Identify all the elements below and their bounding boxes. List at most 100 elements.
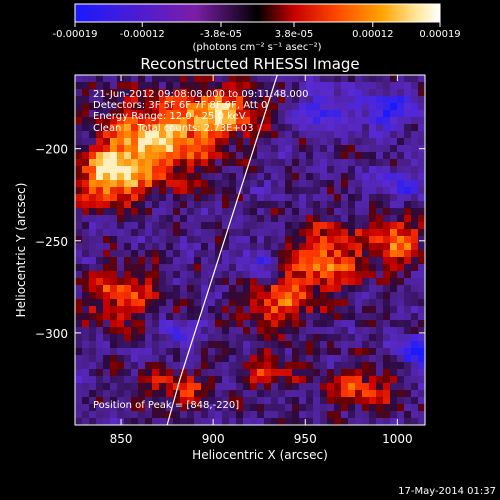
- heatmap-cell: [383, 404, 391, 412]
- heatmap-cell: [152, 75, 160, 83]
- heatmap-cell: [138, 117, 146, 125]
- heatmap-cell: [131, 334, 139, 342]
- heatmap-cell: [215, 271, 223, 279]
- heatmap-cell: [166, 117, 174, 125]
- heatmap-cell: [110, 117, 118, 125]
- heatmap-cell: [418, 159, 425, 167]
- heatmap-cell: [180, 390, 188, 398]
- heatmap-cell: [222, 278, 230, 286]
- heatmap-cell: [159, 229, 167, 237]
- heatmap-cell: [383, 187, 391, 195]
- heatmap-cell: [187, 264, 195, 272]
- heatmap-cell: [215, 348, 223, 356]
- heatmap-cell: [180, 187, 188, 195]
- heatmap-cell: [313, 194, 321, 202]
- heatmap-cell: [236, 334, 244, 342]
- heatmap-cell: [418, 229, 425, 237]
- heatmap-cell: [145, 229, 153, 237]
- heatmap-cell: [187, 404, 195, 412]
- heatmap-cell: [222, 201, 230, 209]
- heatmap-cell: [278, 145, 286, 153]
- heatmap-cell: [369, 390, 377, 398]
- heatmap-cell: [82, 131, 90, 139]
- heatmap-cell: [250, 131, 258, 139]
- heatmap-cell: [229, 236, 237, 244]
- heatmap-cell: [320, 390, 328, 398]
- heatmap-cell: [278, 229, 286, 237]
- heatmap-cell: [194, 348, 202, 356]
- heatmap-cell: [187, 334, 195, 342]
- heatmap-cell: [278, 292, 286, 300]
- heatmap-cell: [89, 187, 97, 195]
- heatmap-cell: [201, 278, 209, 286]
- heatmap-cell: [222, 103, 230, 111]
- heatmap-cell: [250, 201, 258, 209]
- heatmap-cell: [383, 110, 391, 118]
- heatmap-cell: [355, 201, 363, 209]
- heatmap-cell: [180, 138, 188, 146]
- heatmap-cell: [215, 383, 223, 391]
- heatmap-cell: [103, 215, 111, 223]
- heatmap-cell: [348, 390, 356, 398]
- heatmap-cell: [166, 327, 174, 335]
- heatmap-cell: [208, 166, 216, 174]
- heatmap-cell: [159, 215, 167, 223]
- heatmap-cell: [208, 355, 216, 363]
- heatmap-cell: [187, 173, 195, 181]
- heatmap-cell: [117, 271, 125, 279]
- heatmap-cell: [180, 194, 188, 202]
- heatmap-cell: [418, 138, 425, 146]
- heatmap-cell: [117, 334, 125, 342]
- heatmap-cell: [327, 152, 335, 160]
- heatmap-cell: [173, 278, 181, 286]
- heatmap-cell: [131, 215, 139, 223]
- heatmap-cell: [271, 152, 279, 160]
- heatmap-cell: [348, 278, 356, 286]
- heatmap-cell: [103, 89, 111, 97]
- heatmap-cell: [285, 75, 293, 83]
- heatmap-cell: [285, 327, 293, 335]
- heatmap-cell: [271, 278, 279, 286]
- heatmap-cell: [75, 222, 83, 230]
- heatmap-cell: [229, 180, 237, 188]
- colorbar-tick-label: -3.8e-05: [200, 29, 242, 40]
- heatmap-cell: [341, 173, 349, 181]
- heatmap-cell: [285, 208, 293, 216]
- heatmap-cell: [131, 173, 139, 181]
- heatmap-cell: [362, 159, 370, 167]
- heatmap-cell: [110, 306, 118, 314]
- heatmap-cell: [306, 299, 314, 307]
- heatmap-cell: [159, 173, 167, 181]
- heatmap-cell: [166, 383, 174, 391]
- heatmap-cell: [166, 229, 174, 237]
- heatmap-cell: [264, 250, 272, 258]
- heatmap-cell: [159, 222, 167, 230]
- heatmap-cell: [138, 194, 146, 202]
- heatmap-cell: [397, 138, 405, 146]
- heatmap-cell: [397, 152, 405, 160]
- heatmap-cell: [215, 320, 223, 328]
- heatmap-cell: [194, 145, 202, 153]
- heatmap-cell: [166, 222, 174, 230]
- heatmap-cell: [96, 75, 104, 83]
- heatmap-cell: [173, 180, 181, 188]
- heatmap-cell: [243, 348, 251, 356]
- heatmap-cell: [89, 194, 97, 202]
- heatmap-cell: [327, 159, 335, 167]
- heatmap-cell: [278, 250, 286, 258]
- heatmap-cell: [124, 418, 132, 425]
- heatmap-cell: [180, 82, 188, 90]
- heatmap: [75, 75, 425, 425]
- heatmap-cell: [243, 292, 251, 300]
- heatmap-cell: [236, 390, 244, 398]
- heatmap-cell: [103, 173, 111, 181]
- heatmap-cell: [320, 103, 328, 111]
- heatmap-cell: [236, 306, 244, 314]
- heatmap-cell: [145, 131, 153, 139]
- heatmap-cell: [215, 292, 223, 300]
- heatmap-cell: [194, 75, 202, 83]
- heatmap-cell: [110, 222, 118, 230]
- heatmap-cell: [278, 362, 286, 370]
- heatmap-cell: [208, 124, 216, 132]
- heatmap-cell: [124, 285, 132, 293]
